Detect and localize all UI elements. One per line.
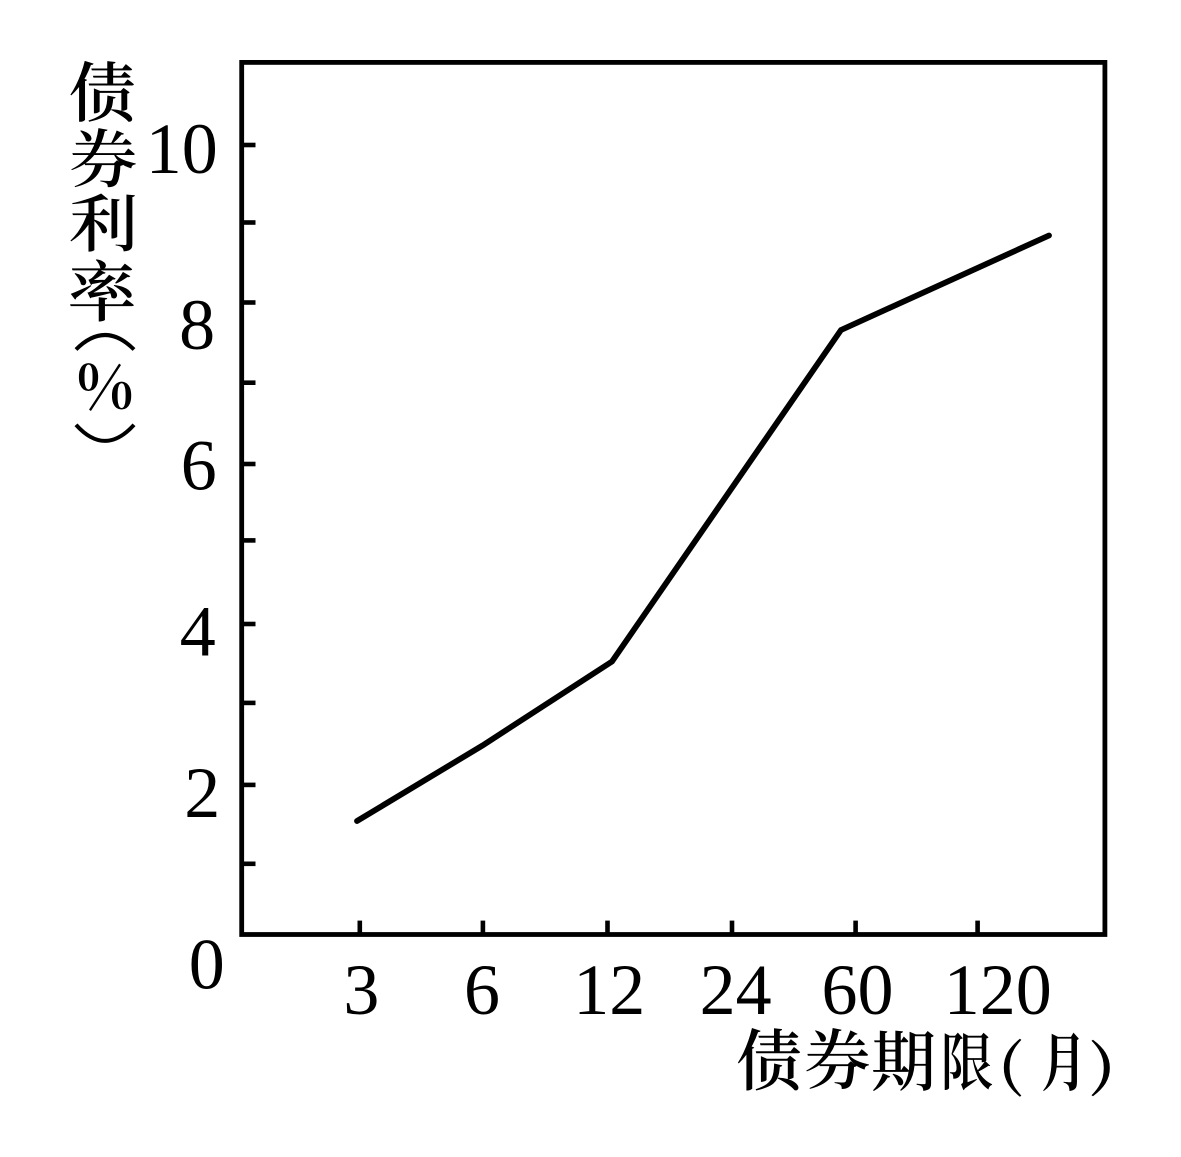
svg-text:6: 6 — [464, 950, 500, 1030]
svg-text:0: 0 — [189, 925, 225, 1005]
svg-text:6: 6 — [181, 426, 217, 506]
svg-text:10: 10 — [146, 109, 218, 189]
svg-text:2: 2 — [184, 753, 220, 833]
svg-text:60: 60 — [822, 950, 894, 1030]
svg-text:8: 8 — [179, 285, 215, 365]
svg-text:12: 12 — [573, 950, 645, 1030]
svg-text:120: 120 — [944, 950, 1052, 1030]
svg-text:4: 4 — [180, 591, 216, 671]
svg-text:24: 24 — [700, 950, 772, 1030]
svg-text:3: 3 — [343, 950, 379, 1030]
